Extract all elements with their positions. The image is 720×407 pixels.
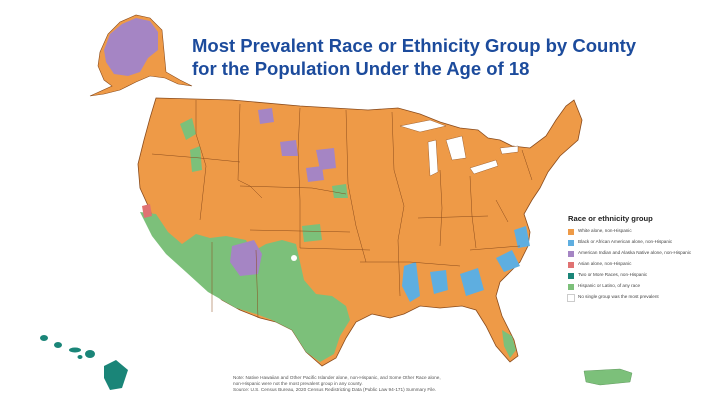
legend-swatch-multi bbox=[568, 273, 574, 279]
puerto-rico bbox=[583, 368, 633, 386]
legend-label-multi: Two or More Races, non-Hispanic bbox=[578, 272, 648, 277]
lake-erie bbox=[469, 159, 499, 175]
black-georgia bbox=[460, 268, 484, 296]
legend-item-native: American Indian and Alaska Native alone,… bbox=[568, 250, 716, 257]
hispanic-idaho bbox=[190, 146, 202, 172]
native-sd-west bbox=[306, 166, 324, 182]
legend-item-white: White alone, non-Hispanic bbox=[568, 228, 716, 235]
hispanic-washington bbox=[180, 118, 196, 140]
title-line-1: Most Prevalent Race or Ethnicity Group b… bbox=[192, 35, 637, 56]
native-south-dakota bbox=[316, 148, 336, 170]
black-virginia bbox=[514, 226, 530, 248]
hispanic-nebraska bbox=[332, 184, 348, 198]
legend-title: Race or ethnicity group bbox=[568, 214, 653, 223]
hispanic-florida bbox=[502, 330, 516, 358]
note-line-3: Source: U.S. Census Bureau, 2020 Census … bbox=[233, 386, 437, 392]
alaska bbox=[89, 14, 193, 97]
note-line-2: non-Hispanic were not the most prevalent… bbox=[233, 380, 363, 386]
hawaii-kauai bbox=[40, 335, 48, 341]
hispanic-southwest bbox=[140, 212, 350, 362]
legend-swatch-hispanic bbox=[568, 284, 574, 290]
legend-item-hispanic: Hispanic or Latino, of any race bbox=[568, 283, 716, 290]
alaska-native-region bbox=[104, 18, 158, 76]
title-line-2: for the Population Under the Age of 18 bbox=[192, 58, 530, 79]
state-borders bbox=[151, 100, 533, 319]
lake-michigan bbox=[427, 139, 439, 177]
source-note: Note: Native Hawaiian and Other Pacific … bbox=[233, 375, 533, 393]
map-title: Most Prevalent Race or Ethnicity Group b… bbox=[192, 34, 692, 80]
hispanic-kansas bbox=[302, 224, 322, 242]
legend-label-native: American Indian and Alaska Native alone,… bbox=[578, 250, 692, 255]
native-montana bbox=[258, 108, 274, 124]
legend-label-hispanic: Hispanic or Latino, of any race bbox=[578, 283, 641, 288]
black-mississippi-delta bbox=[402, 262, 420, 302]
black-alabama bbox=[430, 270, 448, 294]
legend-swatch-asian bbox=[568, 262, 574, 268]
note-line-1: Note: Native Hawaiian and Other Pacific … bbox=[233, 375, 441, 380]
legend-label-white: White alone, non-Hispanic bbox=[578, 228, 632, 233]
no-single-group-nm bbox=[291, 255, 297, 261]
legend-item-none: No single group was the most prevalent bbox=[567, 294, 716, 302]
legend-item-black: Black or African American alone, non-His… bbox=[568, 239, 716, 246]
legend-swatch-native bbox=[568, 251, 574, 257]
hawaii-maui bbox=[85, 350, 95, 358]
hawaii-molokai bbox=[69, 347, 81, 353]
legend-label-asian: Asian alone, non-Hispanic bbox=[578, 261, 632, 266]
legend: Race or ethnicity group White alone, non… bbox=[567, 214, 716, 305]
legend-label-none: No single group was the most prevalent bbox=[578, 294, 659, 299]
native-dakotas bbox=[280, 140, 298, 156]
legend-swatch-black bbox=[568, 240, 574, 246]
lake-huron bbox=[445, 135, 467, 161]
hawaii-lanai bbox=[77, 355, 83, 359]
hawaii bbox=[40, 335, 128, 390]
hawaii-big-island bbox=[104, 360, 128, 390]
lake-superior bbox=[399, 119, 447, 133]
legend-item-asian: Asian alone, non-Hispanic bbox=[568, 261, 716, 268]
black-carolinas bbox=[496, 250, 520, 272]
legend-swatch-none bbox=[567, 294, 575, 302]
legend-label-black: Black or African American alone, non-His… bbox=[578, 239, 673, 244]
hawaii-oahu bbox=[54, 342, 62, 348]
lake-ontario bbox=[499, 145, 519, 155]
legend-swatch-white bbox=[568, 229, 574, 235]
legend-item-multi: Two or More Races, non-Hispanic bbox=[568, 272, 716, 279]
contiguous-us bbox=[137, 97, 583, 367]
native-four-corners bbox=[230, 240, 262, 276]
asian-bay-area bbox=[142, 204, 152, 218]
